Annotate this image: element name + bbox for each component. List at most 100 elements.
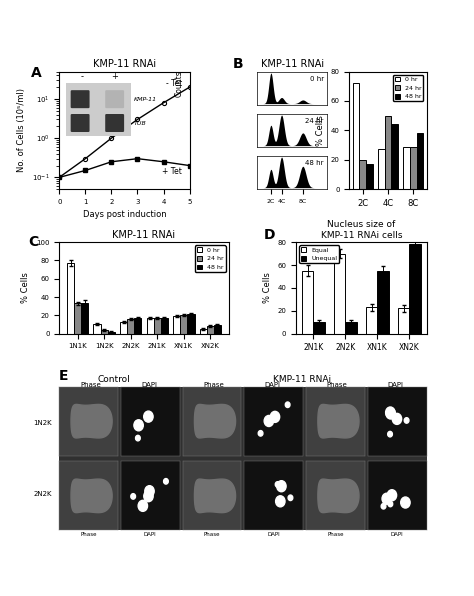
- Circle shape: [275, 482, 280, 487]
- Bar: [353, 83, 359, 189]
- Title: KMP-11 RNAi: KMP-11 RNAi: [112, 230, 175, 240]
- Circle shape: [285, 402, 290, 408]
- Circle shape: [277, 481, 286, 492]
- Bar: [410, 147, 417, 189]
- Bar: [417, 134, 423, 189]
- Text: Phase: Phase: [326, 382, 347, 389]
- Text: DAPI: DAPI: [141, 382, 157, 389]
- X-axis label: Phase: Phase: [204, 532, 220, 537]
- Circle shape: [145, 486, 154, 496]
- Circle shape: [258, 430, 263, 436]
- Text: D: D: [264, 228, 275, 243]
- Bar: [180, 315, 187, 334]
- Bar: [200, 329, 207, 334]
- Bar: [187, 313, 194, 334]
- Circle shape: [388, 432, 392, 437]
- Bar: [378, 150, 385, 189]
- Legend: Equal, Unequal: Equal, Unequal: [300, 246, 339, 263]
- Circle shape: [392, 414, 401, 424]
- Circle shape: [270, 411, 280, 423]
- Bar: [154, 318, 161, 334]
- Bar: [366, 308, 377, 334]
- Circle shape: [404, 418, 409, 423]
- Text: 1N2K: 1N2K: [33, 420, 52, 426]
- Circle shape: [401, 497, 410, 508]
- Polygon shape: [194, 405, 236, 438]
- Text: KMP-11 RNAi: KMP-11 RNAi: [273, 375, 331, 384]
- Bar: [359, 160, 366, 189]
- Bar: [81, 303, 89, 334]
- Bar: [93, 324, 100, 334]
- Circle shape: [386, 407, 395, 418]
- Bar: [134, 318, 141, 334]
- Bar: [207, 327, 214, 334]
- Y-axis label: % Cells: % Cells: [263, 272, 272, 303]
- Bar: [346, 322, 356, 334]
- Circle shape: [387, 490, 397, 501]
- Circle shape: [382, 493, 392, 504]
- Bar: [161, 318, 168, 334]
- Circle shape: [388, 501, 393, 507]
- X-axis label: Phase: Phase: [81, 532, 97, 537]
- Text: + Tet: + Tet: [162, 167, 182, 176]
- Bar: [146, 318, 154, 334]
- Text: Counts: Counts: [175, 70, 183, 97]
- Circle shape: [288, 495, 293, 501]
- X-axis label: Days post induction: Days post induction: [82, 210, 166, 219]
- Bar: [403, 147, 410, 189]
- Circle shape: [136, 435, 140, 441]
- Text: 2N2K: 2N2K: [33, 492, 52, 498]
- Polygon shape: [71, 479, 112, 513]
- Polygon shape: [194, 479, 236, 513]
- Title: KMP-11 RNAi: KMP-11 RNAi: [93, 60, 156, 69]
- Circle shape: [144, 491, 153, 502]
- Circle shape: [134, 420, 143, 431]
- Text: DAPI: DAPI: [387, 382, 403, 389]
- Circle shape: [264, 415, 273, 427]
- Circle shape: [138, 500, 147, 511]
- Text: C: C: [29, 235, 39, 249]
- Bar: [334, 253, 346, 334]
- Legend: 0 hr, 24 hr, 48 hr: 0 hr, 24 hr, 48 hr: [393, 74, 423, 101]
- Y-axis label: % Cells: % Cells: [21, 272, 30, 303]
- Bar: [67, 263, 74, 334]
- Circle shape: [381, 504, 386, 509]
- Circle shape: [275, 496, 285, 507]
- X-axis label: DAPI: DAPI: [267, 532, 280, 537]
- Y-axis label: No. of Cells (10⁵/ml): No. of Cells (10⁵/ml): [17, 88, 26, 172]
- Legend: 0 hr, 24 hr, 48 hr: 0 hr, 24 hr, 48 hr: [195, 246, 226, 272]
- Bar: [366, 164, 373, 189]
- Y-axis label: % Cells: % Cells: [316, 115, 325, 146]
- Text: 0 hr: 0 hr: [310, 76, 324, 82]
- Text: Phase: Phase: [80, 382, 101, 389]
- Text: B: B: [233, 57, 243, 72]
- Bar: [410, 244, 420, 334]
- Bar: [108, 332, 115, 334]
- Bar: [391, 125, 398, 189]
- Polygon shape: [71, 405, 112, 438]
- Text: - Tet: - Tet: [165, 79, 182, 88]
- Circle shape: [164, 479, 168, 484]
- Title: KMP-11 RNAi: KMP-11 RNAi: [261, 60, 324, 69]
- Bar: [100, 330, 108, 334]
- Polygon shape: [318, 479, 359, 513]
- Bar: [214, 324, 221, 334]
- Bar: [377, 271, 389, 334]
- Bar: [313, 322, 325, 334]
- X-axis label: DAPI: DAPI: [391, 532, 403, 537]
- Bar: [398, 309, 410, 334]
- Bar: [385, 116, 391, 189]
- Bar: [127, 319, 134, 334]
- Text: Control: Control: [98, 375, 131, 384]
- Text: Phase: Phase: [203, 382, 224, 389]
- X-axis label: Phase: Phase: [327, 532, 344, 537]
- Text: E: E: [59, 370, 69, 383]
- Text: A: A: [30, 66, 41, 80]
- Bar: [120, 322, 127, 334]
- Bar: [173, 316, 180, 334]
- Bar: [74, 303, 81, 334]
- Circle shape: [386, 408, 395, 419]
- Text: 24 hr: 24 hr: [305, 117, 324, 123]
- Circle shape: [144, 411, 153, 422]
- Circle shape: [131, 493, 136, 499]
